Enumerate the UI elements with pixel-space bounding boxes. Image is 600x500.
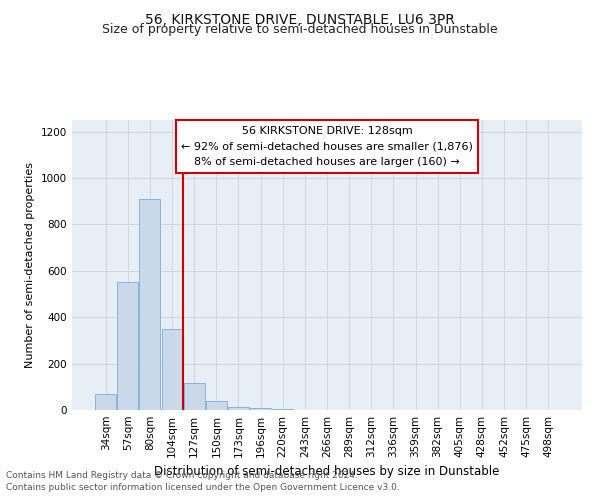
Bar bbox=[272, 409, 293, 410]
Text: Contains HM Land Registry data © Crown copyright and database right 2024.: Contains HM Land Registry data © Crown c… bbox=[6, 471, 358, 480]
Bar bbox=[206, 400, 227, 410]
Bar bbox=[118, 282, 139, 410]
Bar bbox=[184, 384, 205, 410]
Text: Contains public sector information licensed under the Open Government Licence v3: Contains public sector information licen… bbox=[6, 484, 400, 492]
Y-axis label: Number of semi-detached properties: Number of semi-detached properties bbox=[25, 162, 35, 368]
Text: 56 KIRKSTONE DRIVE: 128sqm
← 92% of semi-detached houses are smaller (1,876)
8% : 56 KIRKSTONE DRIVE: 128sqm ← 92% of semi… bbox=[181, 126, 473, 167]
X-axis label: Distribution of semi-detached houses by size in Dunstable: Distribution of semi-detached houses by … bbox=[154, 466, 500, 478]
Bar bbox=[161, 329, 182, 410]
Bar bbox=[250, 408, 271, 410]
Bar bbox=[139, 199, 160, 410]
Bar bbox=[95, 394, 116, 410]
Bar bbox=[228, 406, 249, 410]
Text: 56, KIRKSTONE DRIVE, DUNSTABLE, LU6 3PR: 56, KIRKSTONE DRIVE, DUNSTABLE, LU6 3PR bbox=[145, 12, 455, 26]
Text: Size of property relative to semi-detached houses in Dunstable: Size of property relative to semi-detach… bbox=[102, 22, 498, 36]
